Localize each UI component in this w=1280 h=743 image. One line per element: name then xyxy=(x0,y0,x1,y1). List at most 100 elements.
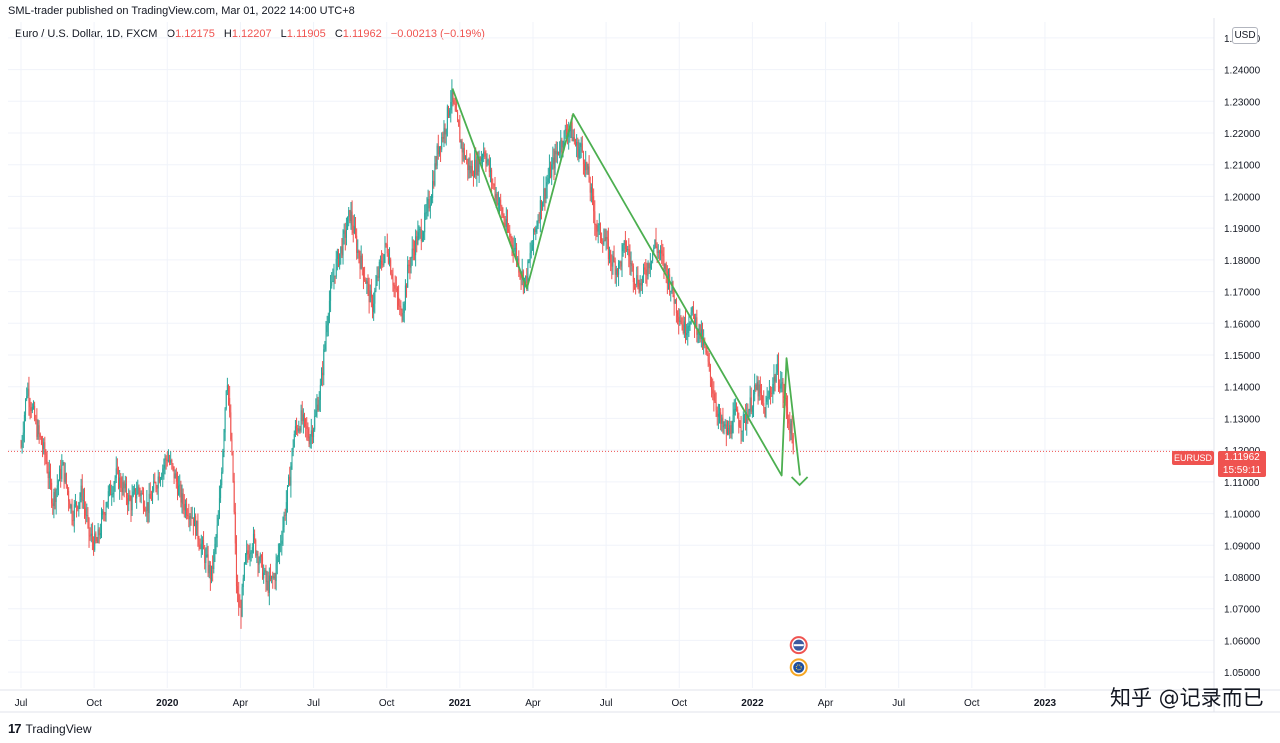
currency-button[interactable]: USD xyxy=(1232,27,1258,44)
candle-body xyxy=(435,163,437,166)
tradingview-brand[interactable]: 17 TradingView xyxy=(8,721,92,736)
last-price-label: 1.11962 15:59:11 xyxy=(1218,451,1266,477)
candle-body xyxy=(467,158,469,171)
y-tick-label: 1.21000 xyxy=(1224,161,1261,172)
candle-body xyxy=(420,228,422,241)
candle-body xyxy=(266,580,268,582)
candle-body xyxy=(419,228,421,230)
candle-body xyxy=(754,384,756,395)
candle-body xyxy=(310,430,312,437)
candle-body xyxy=(89,535,91,537)
x-tick-label: Oct xyxy=(964,698,980,709)
candle-body xyxy=(620,261,622,267)
us-flag-icon[interactable] xyxy=(789,636,808,655)
candle-body xyxy=(610,250,612,263)
candle-body xyxy=(302,414,304,422)
x-tick-label: Jul xyxy=(307,698,320,709)
candle-body xyxy=(741,430,743,432)
x-tick-label: 2022 xyxy=(741,698,764,709)
candle-body xyxy=(262,557,264,579)
candle-body xyxy=(550,166,552,178)
candle-body xyxy=(40,436,42,445)
candle-body xyxy=(691,306,693,313)
candle-body xyxy=(296,426,298,429)
candle-body xyxy=(132,491,134,497)
candle-body xyxy=(655,239,657,247)
candle-body xyxy=(512,244,514,251)
x-tick-label: Apr xyxy=(233,698,249,709)
candle-body xyxy=(631,263,633,266)
candle-body xyxy=(443,127,445,139)
candle-body xyxy=(454,103,456,111)
candle-body xyxy=(726,428,728,435)
candle-body xyxy=(687,326,689,334)
candle-body xyxy=(157,476,159,489)
candle-body xyxy=(74,502,76,505)
candle-body xyxy=(402,312,404,321)
low-value: 1.11905 xyxy=(286,28,326,40)
candle-body xyxy=(688,325,690,327)
candle-body xyxy=(330,285,332,301)
candle-body xyxy=(660,250,662,254)
candle-body xyxy=(327,315,329,326)
candle-body xyxy=(462,147,464,153)
brand-label: TradingView xyxy=(25,721,92,736)
eu-flag-icon[interactable] xyxy=(789,658,808,677)
candle-body xyxy=(374,290,376,304)
candle-body xyxy=(206,554,208,556)
candle-body xyxy=(294,426,296,435)
candle-body xyxy=(31,406,33,411)
candle-body xyxy=(197,520,199,540)
last-price: 1.11962 xyxy=(1224,452,1260,463)
candle-body xyxy=(313,429,315,438)
candle-body xyxy=(714,400,716,403)
candle-body xyxy=(361,255,363,268)
candle-body xyxy=(739,426,741,428)
candle-body xyxy=(647,263,649,276)
candle-body xyxy=(432,181,434,198)
candle-body xyxy=(539,200,541,221)
candle-body xyxy=(99,533,101,536)
candle-body xyxy=(325,332,327,344)
candle-body xyxy=(407,264,409,288)
candle-body xyxy=(68,490,70,502)
candle-body xyxy=(538,220,540,222)
candle-body xyxy=(782,382,784,397)
candle-body xyxy=(252,533,254,548)
candle-body xyxy=(386,244,388,254)
candle-body xyxy=(187,514,189,517)
candle-body xyxy=(547,178,549,183)
candle-body xyxy=(455,110,457,113)
candle-body xyxy=(737,409,739,419)
candle-body xyxy=(686,333,688,336)
candle-body xyxy=(306,426,308,430)
candle-body xyxy=(112,492,114,494)
event-markers[interactable] xyxy=(789,636,808,677)
candle-body xyxy=(207,554,209,574)
candle-body xyxy=(343,230,345,234)
candle-body xyxy=(554,150,556,169)
candle-body xyxy=(282,526,284,541)
candle-body xyxy=(722,417,724,428)
candle-body xyxy=(162,468,164,477)
candle-body xyxy=(695,317,697,327)
candle-body xyxy=(528,260,530,262)
symbol-title[interactable]: Euro / U.S. Dollar, 1D, FXCM xyxy=(15,28,158,40)
candle-body xyxy=(451,88,453,102)
candle-body xyxy=(334,275,336,277)
y-tick-label: 1.07000 xyxy=(1224,605,1261,616)
candle-body xyxy=(323,349,325,376)
candle-body xyxy=(563,130,565,147)
candle-body xyxy=(73,504,75,521)
y-tick-label: 1.06000 xyxy=(1224,636,1261,647)
candle-body xyxy=(61,465,63,479)
candle-body xyxy=(122,482,124,493)
candle-body xyxy=(792,435,794,450)
candle-body xyxy=(425,212,427,214)
candle-body xyxy=(273,576,275,578)
candle-body xyxy=(619,261,621,264)
candle-body xyxy=(751,406,753,412)
y-tick-label: 1.15000 xyxy=(1224,351,1261,362)
candle-body xyxy=(508,229,510,232)
